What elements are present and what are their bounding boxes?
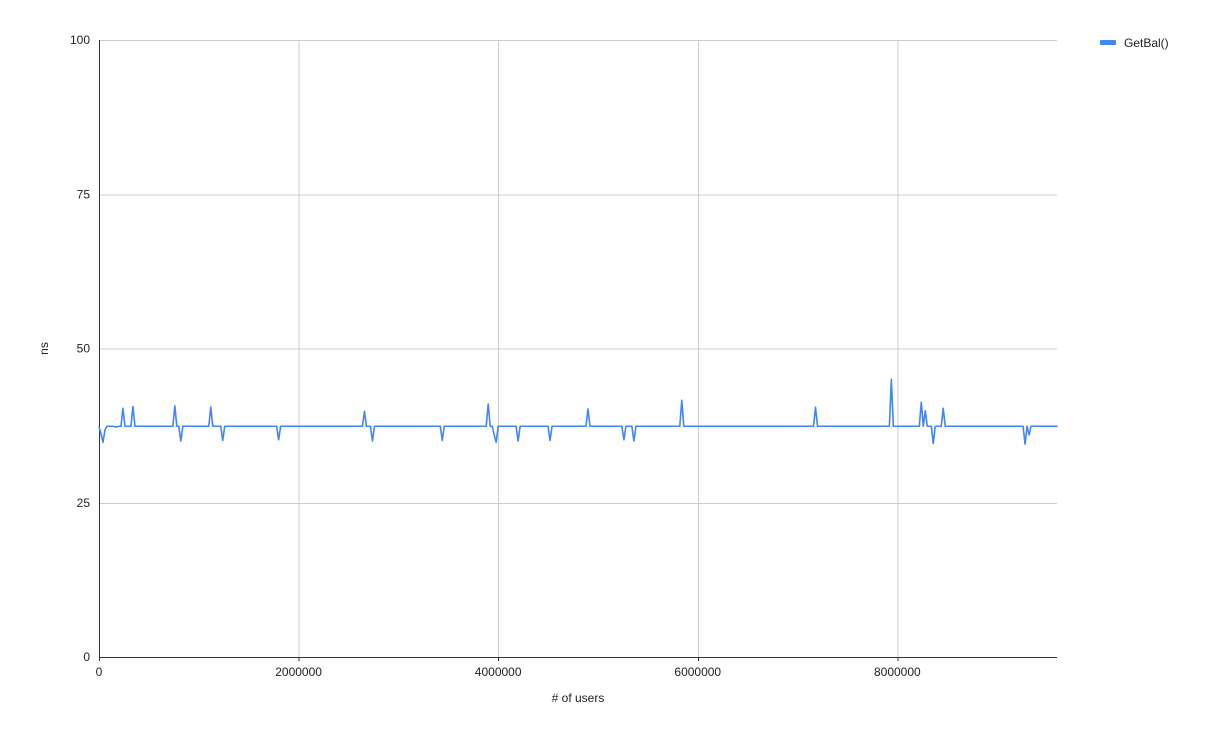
tick-labels: 0 25 50 75 100 0 2000000 4000000 6000000 8000000: [70, 33, 921, 679]
x-tick-label: 8000000: [874, 665, 921, 679]
x-axis-title: # of users: [552, 691, 605, 705]
x-tick-label: 2000000: [275, 665, 322, 679]
y-tick-label: 0: [83, 650, 90, 664]
y-tick-label: 50: [77, 342, 91, 356]
legend[interactable]: GetBal(): [1100, 36, 1169, 50]
y-tick-label: 100: [70, 33, 90, 47]
legend-label[interactable]: GetBal(): [1124, 36, 1169, 50]
x-tick-label: 0: [96, 665, 103, 679]
legend-swatch: [1100, 40, 1116, 45]
series-line-0: [98, 378, 1058, 445]
data-series: [98, 378, 1058, 445]
y-tick-label: 75: [77, 187, 91, 201]
x-tick-label: 4000000: [475, 665, 522, 679]
gridlines: [99, 40, 1057, 657]
y-tick-label: 25: [77, 496, 91, 510]
y-axis-title: ns: [37, 342, 51, 355]
x-tick-label: 6000000: [674, 665, 721, 679]
axes: [98, 40, 1057, 661]
